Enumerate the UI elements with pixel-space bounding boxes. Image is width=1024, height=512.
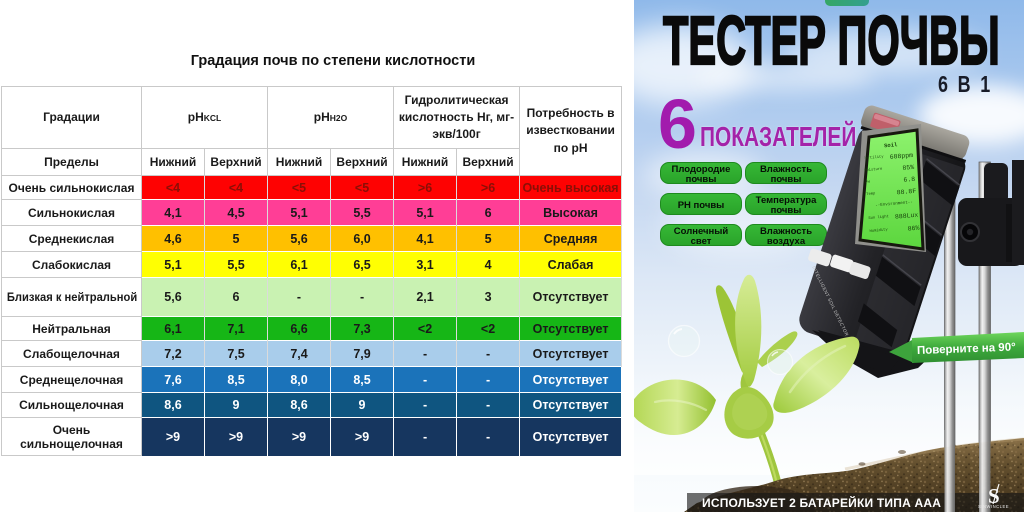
- svg-text:888Lux: 888Lux: [895, 212, 919, 221]
- svg-text:Sun light: Sun light: [868, 214, 889, 221]
- svg-text:Humidity: Humidity: [869, 227, 888, 234]
- svg-text:ИСПОЛЬЗУЕТ 2 БАТАРЕЙКИ ТИПА АА: ИСПОЛЬЗУЕТ 2 БАТАРЕЙКИ ТИПА ААА: [702, 495, 941, 510]
- svg-text:86%: 86%: [907, 225, 919, 233]
- svg-text:Moisture: Moisture: [864, 167, 883, 174]
- svg-text:88.8F: 88.8F: [896, 188, 916, 197]
- svg-text:PH: PH: [865, 181, 870, 185]
- svg-text:Поверните на 90°: Поверните на 90°: [917, 342, 1017, 357]
- svg-text:688ppm: 688ppm: [889, 152, 913, 161]
- svg-text:6.8: 6.8: [903, 176, 915, 184]
- svg-text:Fertility: Fertility: [863, 154, 885, 161]
- svg-text:Soil: Soil: [884, 141, 898, 149]
- svg-text:SINWINCLEE: SINWINCLEE: [978, 504, 1009, 509]
- svg-text:Temp: Temp: [866, 192, 876, 197]
- svg-text:85%: 85%: [902, 164, 914, 172]
- svg-text:S: S: [988, 484, 1000, 508]
- svg-text:--Environment--: --Environment--: [875, 200, 913, 208]
